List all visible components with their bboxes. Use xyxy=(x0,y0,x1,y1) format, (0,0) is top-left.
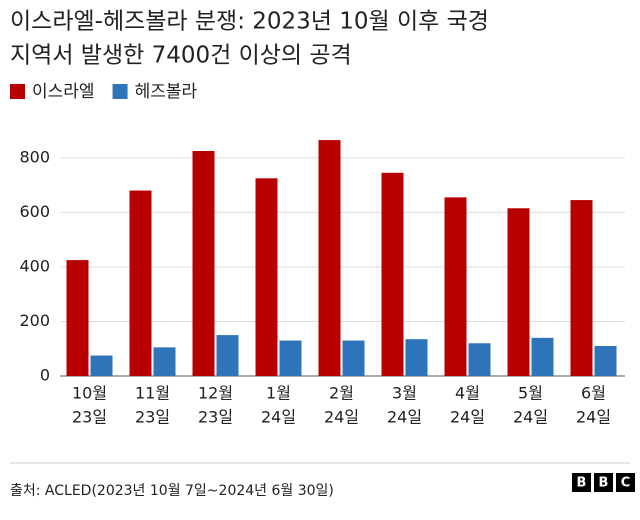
bar xyxy=(129,190,152,376)
y-tick-label: 200 xyxy=(19,311,50,330)
x-tick-label: 4월 xyxy=(455,384,480,403)
source: 출처: ACLED(2023년 10월 7일~2024년 6월 30일) xyxy=(10,483,334,499)
bar xyxy=(90,355,113,376)
x-tick-label: 12월 xyxy=(198,384,233,403)
y-tick-label: 600 xyxy=(19,202,50,221)
bar xyxy=(255,178,278,376)
x-tick-label: 1월 xyxy=(266,384,291,403)
bar xyxy=(507,208,530,376)
bar xyxy=(444,197,467,376)
x-tick-label: 24일 xyxy=(513,408,548,427)
chart-title: 지역서 발생한 7400건 이상의 공격 xyxy=(10,43,352,69)
logo-letter: B xyxy=(577,476,587,491)
x-tick-label: 3월 xyxy=(392,384,417,403)
y-tick-label: 0 xyxy=(40,366,50,385)
legend-swatch xyxy=(112,84,128,99)
x-tick-label: 11월 xyxy=(135,384,170,403)
bar xyxy=(342,340,365,376)
bar xyxy=(318,140,341,376)
legend-swatch xyxy=(10,84,25,99)
x-tick-label: 2월 xyxy=(329,384,354,403)
bar xyxy=(279,340,302,376)
x-tick-label: 24일 xyxy=(261,408,296,427)
x-tick-label: 6월 xyxy=(581,384,606,403)
y-tick-label: 800 xyxy=(19,147,50,166)
x-tick-label: 23일 xyxy=(72,408,107,427)
x-tick-label: 23일 xyxy=(135,408,170,427)
logo-box xyxy=(616,473,635,492)
x-tick-label: 5월 xyxy=(518,384,543,403)
bar xyxy=(381,172,404,376)
bar xyxy=(216,335,239,376)
y-tick-label: 400 xyxy=(19,256,50,275)
x-tick-label: 24일 xyxy=(387,408,422,427)
x-tick-label: 23일 xyxy=(198,408,233,427)
legend-label: 헤즈볼라 xyxy=(135,82,198,102)
logo-letter: C xyxy=(621,476,631,491)
x-tick-label: 24일 xyxy=(450,408,485,427)
bar xyxy=(192,151,215,376)
logo-box xyxy=(594,473,613,492)
logo-letter: B xyxy=(599,476,609,491)
bar xyxy=(66,260,89,376)
legend-label: 이스라엘 xyxy=(32,82,95,102)
x-tick-label: 10월 xyxy=(72,384,107,403)
bar xyxy=(153,347,176,376)
logo-box xyxy=(572,473,591,492)
bar xyxy=(405,339,428,376)
bar xyxy=(531,337,554,376)
bar xyxy=(570,200,593,376)
chart-title: 이스라엘-헤즈볼라 분쟁: 2023년 10월 이후 국경 xyxy=(10,9,489,35)
bar xyxy=(468,343,491,376)
x-tick-label: 24일 xyxy=(576,408,611,427)
bar xyxy=(594,346,617,376)
x-tick-label: 24일 xyxy=(324,408,359,427)
